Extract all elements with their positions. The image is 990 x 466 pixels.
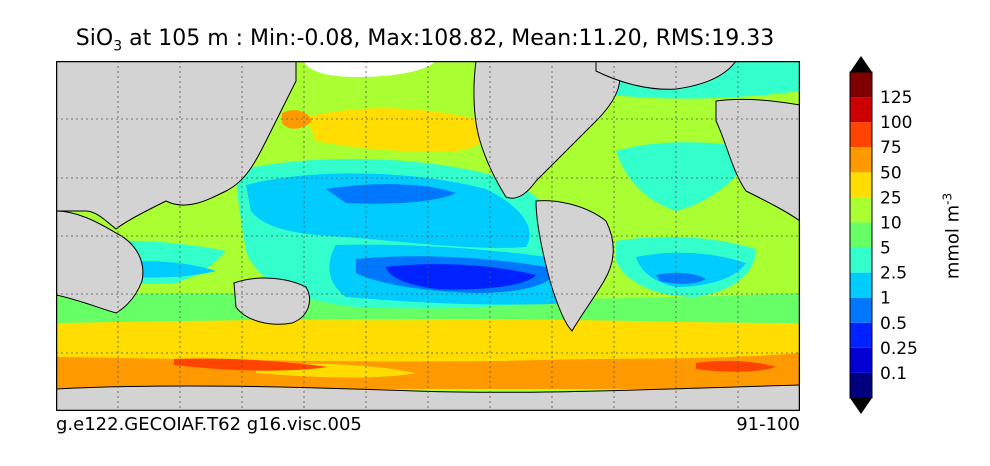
southern-ocean-yellow-band: [56, 318, 800, 362]
colorbar-frame: [849, 71, 873, 399]
colorbar-tick-label: 0.5: [880, 314, 907, 334]
colorbar-swatch: [850, 97, 872, 123]
colorbar-labels: 0.1 0.25 0.5 1 2.5 5 10 25 50 75 100 125: [880, 88, 918, 384]
south-atlantic-blue: [656, 272, 706, 284]
colorbar: 0.1 0.25 0.5 1 2.5 5 10 25 50 75 100 125: [849, 56, 918, 414]
colorbar-tick-label: 5: [880, 239, 891, 259]
silicate-map: [56, 61, 800, 411]
map-frame: [56, 61, 800, 411]
colorbar-tick-label: 10: [880, 213, 902, 233]
colorbar-swatches: [849, 56, 873, 414]
north-pacific-blue: [326, 184, 456, 204]
pacific-light-blue: [246, 173, 530, 248]
map-title: SiO3 at 105 m : Min:-0.08, Max:108.82, M…: [0, 26, 850, 54]
colorbar-tick-label: 2.5: [880, 264, 907, 284]
colorbar-tick-label: 1: [880, 289, 891, 309]
south-pacific-gyre: [386, 264, 536, 290]
north-america: [473, 61, 621, 199]
title-species-subscript: 3: [113, 38, 123, 55]
south-america: [535, 200, 614, 332]
colorbar-top-arrow: [850, 56, 872, 72]
colorbar-swatch: [850, 372, 872, 398]
australia: [233, 277, 310, 325]
colorbar-tick-label: 0.1: [880, 364, 907, 384]
colorbar-tick-label: 75: [880, 138, 902, 158]
graticule: [56, 61, 800, 411]
europe-east: [715, 98, 800, 222]
colorbar-swatch: [850, 347, 872, 373]
southern-ocean-red-patch-1: [174, 358, 328, 371]
colorbar-tick-label: 0.25: [880, 339, 918, 359]
north-atlantic-turquoise: [616, 142, 756, 211]
southern-ocean-red-patch-2: [696, 360, 776, 372]
colorbar-tick-label: 100: [880, 113, 912, 133]
africa: [56, 210, 144, 314]
year-range: 91-100: [736, 414, 800, 435]
colorbar-swatch: [850, 147, 872, 173]
colorbar-swatch: [850, 172, 872, 198]
title-species: SiO: [75, 26, 114, 51]
colorbar-tick-label: 50: [880, 163, 902, 183]
colorbar-swatch: [850, 272, 872, 298]
greenland: [595, 61, 737, 90]
colorbar-swatch: [850, 297, 872, 323]
unit-exponent: -3: [940, 192, 955, 205]
colorbar-swatch: [850, 197, 872, 223]
okhotsk-orange: [282, 110, 312, 129]
title-stats: at 105 m : Min:-0.08, Max:108.82, Mean:1…: [122, 26, 775, 51]
arctic-sea-ice: [304, 61, 436, 77]
colorbar-swatch: [850, 322, 872, 348]
colorbar-unit: mmol m-3: [941, 193, 964, 279]
colorbar-swatch: [850, 222, 872, 248]
colorbar-tick-label: 25: [880, 188, 902, 208]
colorbar-tick-label: 125: [880, 88, 912, 108]
colorbar-swatch: [850, 122, 872, 148]
colorbar-bottom-arrow: [850, 398, 872, 414]
eurasia: [56, 61, 297, 230]
colorbar-swatch: [850, 72, 872, 98]
colorbar-swatch: [850, 247, 872, 273]
case-name: g.e122.GECOIAF.T62 g16.visc.005: [56, 414, 362, 435]
unit-text: mmol m: [942, 204, 964, 280]
